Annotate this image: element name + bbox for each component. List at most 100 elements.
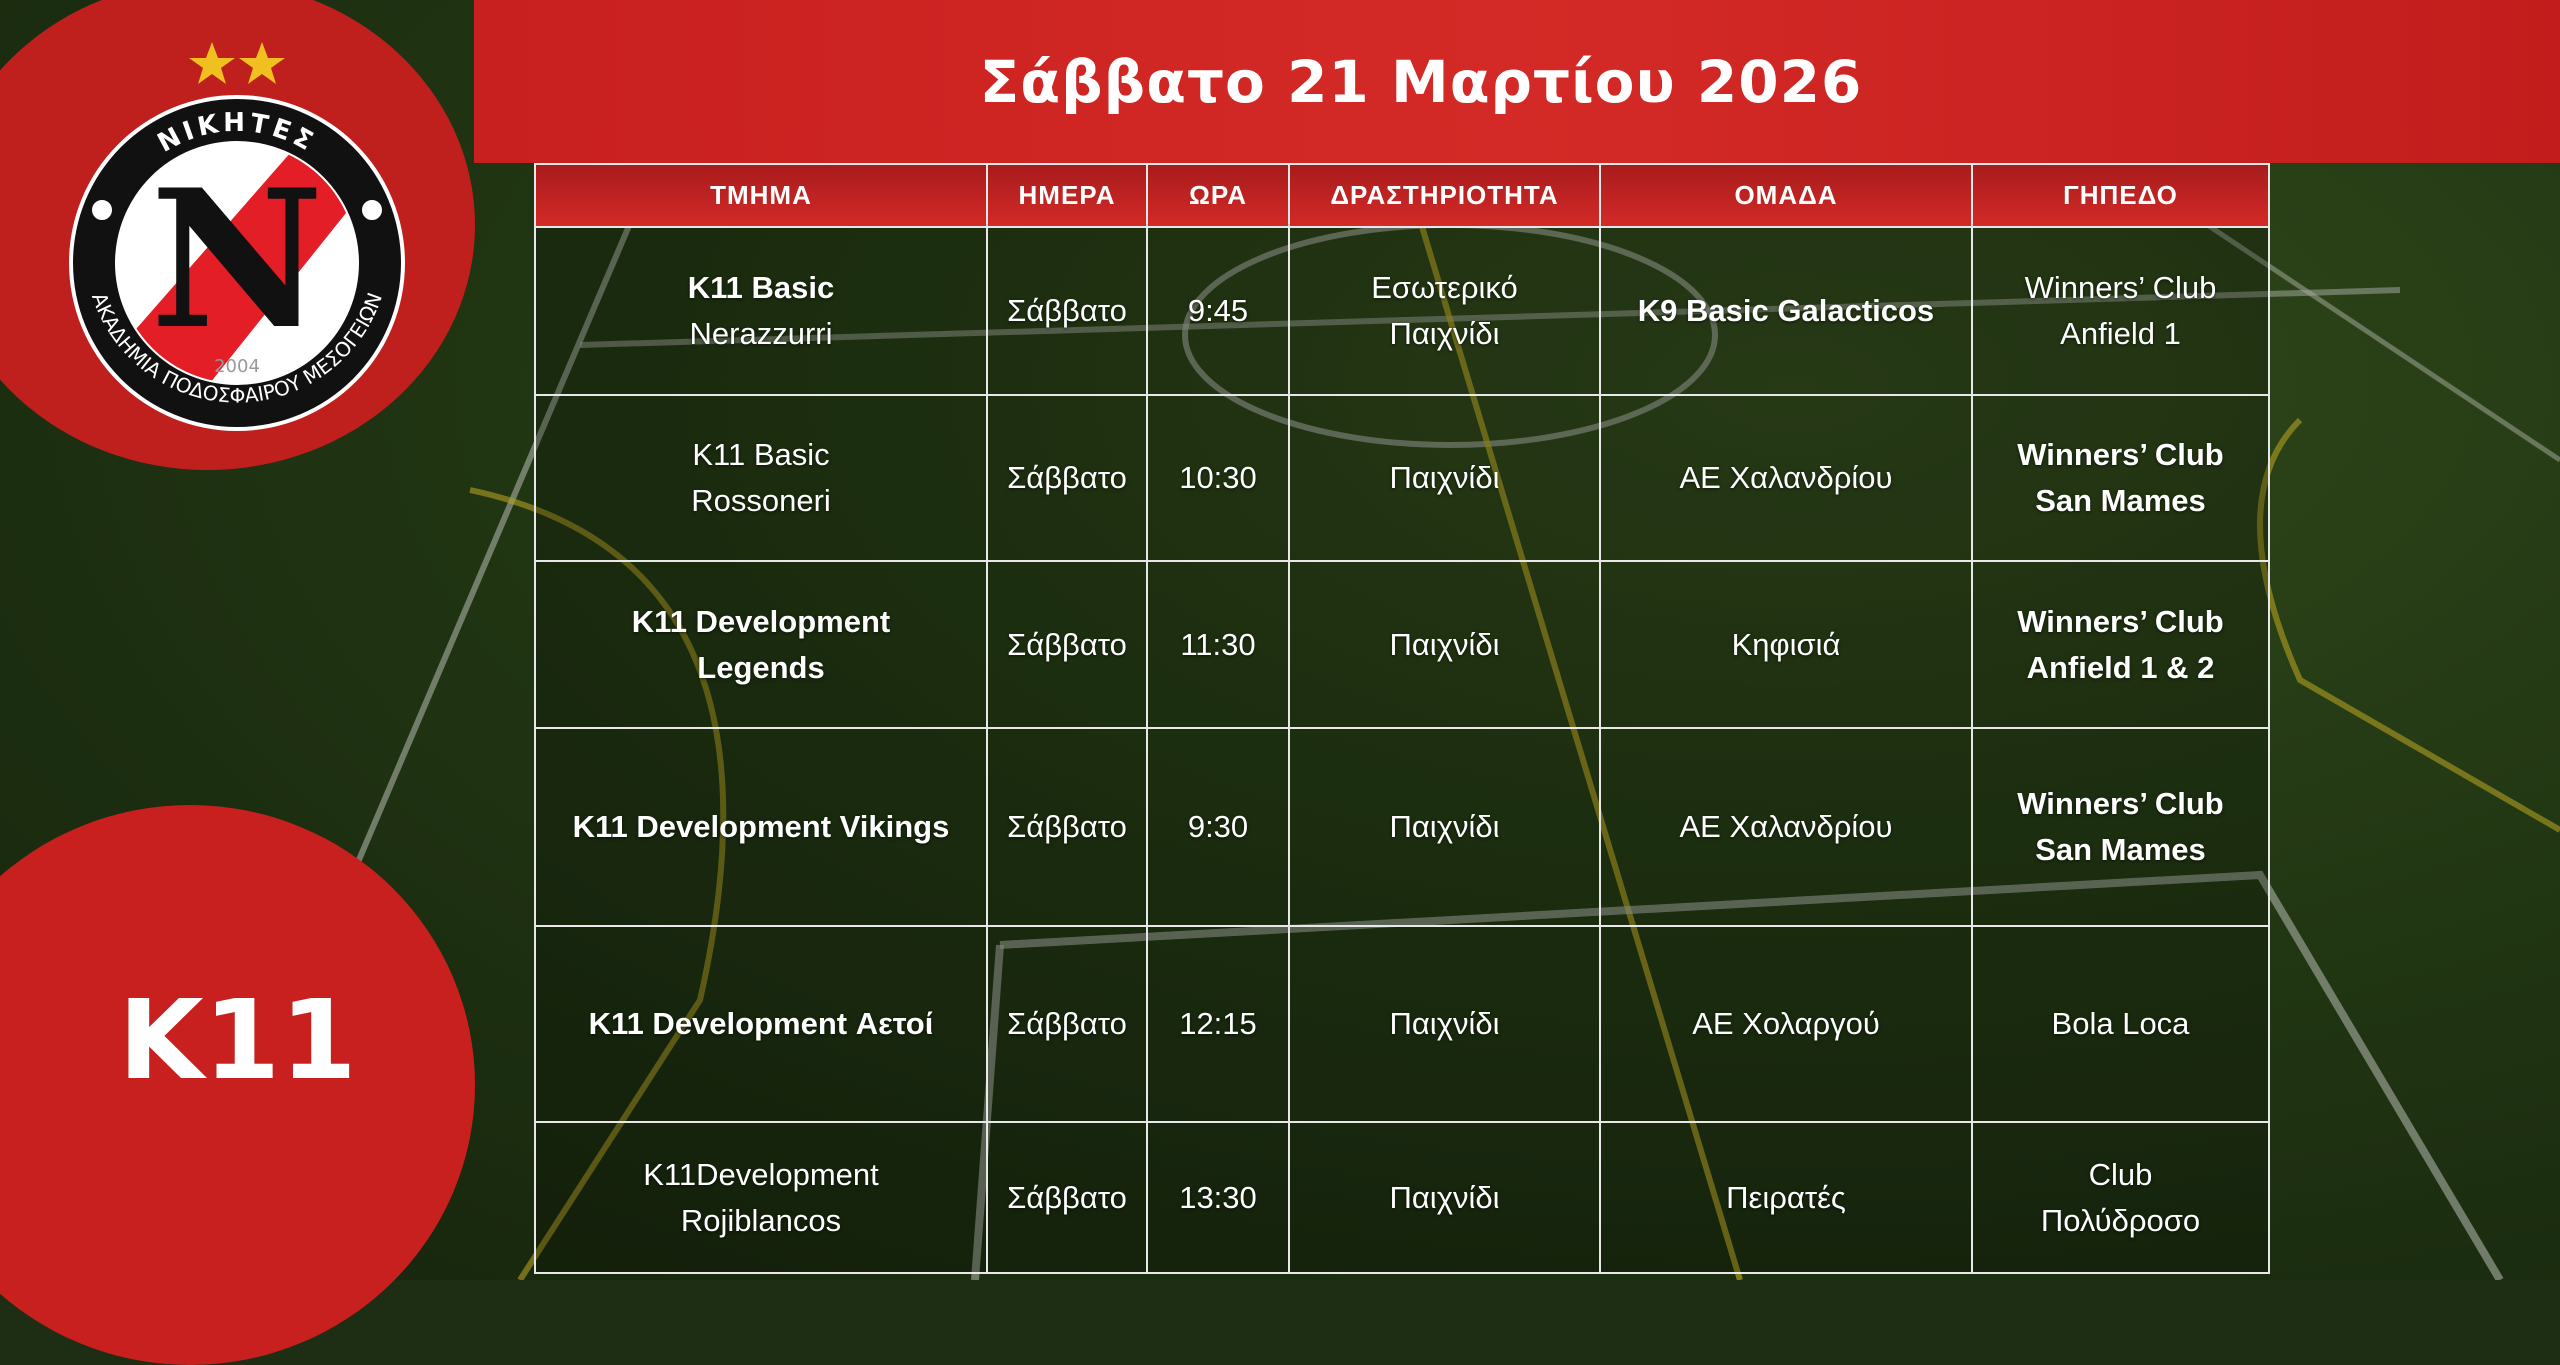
cell-text: Winners’ Club (2017, 786, 2224, 821)
cell-opponent: Πειρατές (1599, 1121, 1973, 1274)
cell-venue: Winners’ Club Anfield 1 (1971, 226, 2270, 396)
table-row: K11 Development Vikings Σάββατο 9:30 Παιχνί… (534, 727, 2270, 927)
cell-text: San Mames (2035, 483, 2206, 518)
cell-text: K11 Development Αετοί (588, 1006, 934, 1041)
cell-text: Παιχνίδι (1389, 626, 1500, 662)
cell-venue: Winners’ Club Anfield 1 & 2 (1971, 560, 2270, 729)
cell-opponent: K9 Basic Galacticos (1599, 226, 1973, 396)
cell-team: K11 Development Αετοί (534, 925, 988, 1123)
cell-day: Σάββατο (986, 394, 1148, 562)
logo-letter: N (150, 148, 324, 371)
table-row: K11 Development Legends Σάββατο 11:30 Παιχνί… (534, 560, 2270, 729)
cell-text: Σάββατο (1007, 1179, 1127, 1215)
cell-text: Rojiblancos (680, 1202, 842, 1238)
cell-text: Εσωτερικό (1371, 270, 1518, 305)
column-header-team: ΤΜΗΜΑ (534, 163, 988, 228)
football-icon (360, 198, 384, 222)
cell-text: Winners’ Club (2017, 437, 2224, 472)
cell-text: 9:30 (1187, 809, 1249, 844)
cell-activity: Παιχνίδι (1288, 560, 1601, 729)
cell-opponent: ΑΕ Χαλανδρίου (1599, 394, 1973, 562)
cell-text: 12:15 (1179, 1006, 1257, 1041)
cell-time: 12:15 (1146, 925, 1290, 1123)
cell-text: Nerazzurri (689, 316, 833, 351)
cell-text: ΑΕ Χαλανδρίου (1679, 460, 1893, 495)
column-header-day: ΗΜΕΡΑ (986, 163, 1148, 228)
cell-time: 11:30 (1146, 560, 1290, 729)
cell-time: 10:30 (1146, 394, 1290, 562)
table-row: K11Development Rojiblancos Σάββατο 13:30 Παι… (534, 1121, 2270, 1274)
cell-activity: Παιχνίδι (1288, 1121, 1601, 1274)
cell-text: Rossoneri (691, 483, 831, 518)
cell-activity: Παιχνίδι (1288, 925, 1601, 1123)
cell-text: Πολύδροσο (2040, 1202, 2201, 1238)
cell-team: K11 Basic Nerazzurri (534, 226, 988, 396)
title-banner (474, 0, 2560, 163)
schedule-table: ΤΜΗΜΑ ΗΜΕΡΑ ΩΡΑ ΔΡΑΣΤΗΡΙΟΤΗΤΑ ΟΜΑΔΑ ΓΗΠΕΔΟ K1… (534, 163, 2270, 1274)
table-row: K11 Basic Nerazzurri Σάββατο 9:45 Εσωτερικό Π… (534, 226, 2270, 396)
cell-text: Bola Loca (2051, 1006, 2190, 1041)
cell-text: Σάββατο (1007, 293, 1127, 328)
cell-opponent: Κηφισιά (1599, 560, 1973, 729)
cell-activity: Εσωτερικό Παιχνίδι (1288, 226, 1601, 396)
cell-text: K11 Basic (692, 437, 830, 472)
cell-venue: Bola Loca (1971, 925, 2270, 1123)
cell-venue: Winners’ Club San Mames (1971, 727, 2270, 927)
cell-text: Σάββατο (1007, 626, 1127, 662)
table-header-row: ΤΜΗΜΑ ΗΜΕΡΑ ΩΡΑ ΔΡΑΣΤΗΡΙΟΤΗΤΑ ΟΜΑΔΑ ΓΗΠΕΔΟ (534, 163, 2270, 228)
cell-text: K11 Basic (687, 270, 835, 305)
cell-venue: Club Πολύδροσο (1971, 1121, 2270, 1274)
cell-text: Σάββατο (1007, 460, 1127, 495)
cell-text: Legends (697, 649, 825, 685)
cell-text: K11 Development (631, 603, 891, 639)
column-header-opponent: ΟΜΑΔΑ (1599, 163, 1973, 228)
cell-team: K11 Development Vikings (534, 727, 988, 927)
cell-text: Winners’ Club (2024, 270, 2217, 305)
cell-text: 10:30 (1179, 460, 1257, 495)
cell-day: Σάββατο (986, 727, 1148, 927)
cell-text: Club (2088, 1156, 2153, 1192)
page-title: Σάββατο 21 Μαρτίου 2026 (979, 47, 1863, 116)
star-icon (189, 42, 285, 84)
cell-time: 9:30 (1146, 727, 1290, 927)
cell-text: Παιχνίδι (1389, 1006, 1500, 1041)
cell-day: Σάββατο (986, 560, 1148, 729)
cell-text: ΑΕ Χολαργού (1692, 1006, 1880, 1041)
cell-opponent: ΑΕ Χολαργού (1599, 925, 1973, 1123)
club-logo: N 2004 ΝΙΚΗΤΕΣ ΑΚΑΔΗΜΙΑ ΠΟΔΟΣΦΑΙΡΟΥ ΜΕΣΟ… (69, 42, 405, 431)
cell-text: 9:45 (1187, 293, 1249, 328)
cell-team: K11 Basic Rossoneri (534, 394, 988, 562)
cell-text: Παιχνίδι (1389, 316, 1500, 351)
category-circle (0, 805, 475, 1365)
cell-team: K11 Development Legends (534, 560, 988, 729)
cell-time: 9:45 (1146, 226, 1290, 396)
cell-text: 13:30 (1179, 1179, 1257, 1215)
cell-text: 11:30 (1180, 626, 1256, 662)
cell-text: Σάββατο (1007, 1006, 1127, 1041)
cell-text: San Mames (2035, 832, 2206, 867)
cell-text: K9 Basic Galacticos (1637, 293, 1935, 328)
cell-text: Anfield 1 (2060, 316, 2181, 351)
cell-text: Παιχνίδι (1389, 460, 1500, 495)
cell-text: Παιχνίδι (1389, 809, 1500, 844)
table-row: K11 Basic Rossoneri Σάββατο 10:30 Παιχνίδι ΑΕ… (534, 394, 2270, 562)
cell-team: K11Development Rojiblancos (534, 1121, 988, 1274)
cell-text: Παιχνίδι (1389, 1179, 1500, 1215)
cell-activity: Παιχνίδι (1288, 394, 1601, 562)
cell-text: K11 Development Vikings (572, 809, 950, 844)
cell-text: Anfield 1 & 2 (2026, 649, 2215, 685)
cell-day: Σάββατο (986, 925, 1148, 1123)
category-badge: K11 (118, 976, 357, 1104)
cell-venue: Winners’ Club San Mames (1971, 394, 2270, 562)
cell-text: ΑΕ Χαλανδρίου (1679, 809, 1893, 844)
table-row: K11 Development Αετοί Σάββατο 12:15 Παιχνίδ… (534, 925, 2270, 1123)
cell-text: Winners’ Club (2017, 603, 2224, 639)
cell-time: 13:30 (1146, 1121, 1290, 1274)
cell-text: Κηφισιά (1731, 626, 1841, 662)
football-icon (90, 198, 114, 222)
cell-activity: Παιχνίδι (1288, 727, 1601, 927)
cell-opponent: ΑΕ Χαλανδρίου (1599, 727, 1973, 927)
cell-text: K11Development (643, 1156, 879, 1192)
column-header-activity: ΔΡΑΣΤΗΡΙΟΤΗΤΑ (1288, 163, 1601, 228)
column-header-time: ΩΡΑ (1146, 163, 1290, 228)
